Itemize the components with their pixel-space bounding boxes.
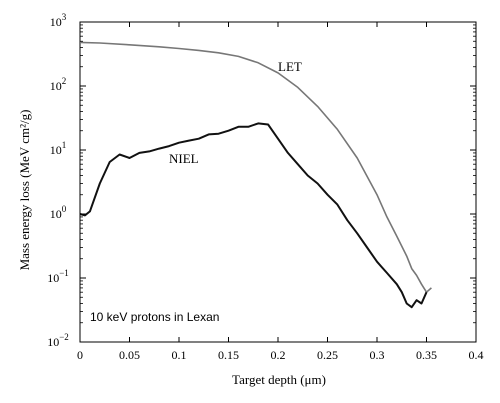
chart-annotation: 10 keV protons in Lexan: [90, 310, 219, 324]
x-tick-label: 0: [77, 348, 83, 362]
series-layer: [79, 41, 432, 309]
y-tick-label: 10−1: [47, 268, 69, 285]
x-tick-label: 0.25: [317, 348, 338, 362]
y-tick-label: 103: [50, 12, 67, 29]
y-axis-ticks: 10−2 10−1 100 101 102 103: [47, 12, 476, 349]
x-axis-label: Target depth (μm): [232, 372, 326, 387]
x-tick-label: 0.2: [271, 348, 286, 362]
x-axis-ticks: 0 0.05 0.1 0.15 0.2 0.25 0.3 0.35 0.4: [77, 22, 484, 362]
y-axis-label: Mass energy loss (MeV cm²/g): [17, 110, 32, 271]
y-tick-label: 102: [50, 76, 67, 93]
x-tick-label: 0.35: [416, 348, 437, 362]
x-tick-label: 0.3: [370, 348, 385, 362]
x-tick-label: 0.1: [172, 348, 187, 362]
series-label-let: LET: [278, 59, 302, 74]
series-line-let: [79, 41, 432, 294]
y-tick-label: 10−2: [47, 332, 69, 349]
x-tick-label: 0.4: [469, 348, 484, 362]
x-tick-label: 0.05: [119, 348, 140, 362]
series-label-niel: NIEL: [169, 151, 199, 166]
y-tick-label: 101: [50, 140, 67, 157]
series-line-niel: [79, 122, 428, 309]
x-tick-label: 0.15: [218, 348, 239, 362]
y-tick-label: 100: [50, 204, 67, 221]
